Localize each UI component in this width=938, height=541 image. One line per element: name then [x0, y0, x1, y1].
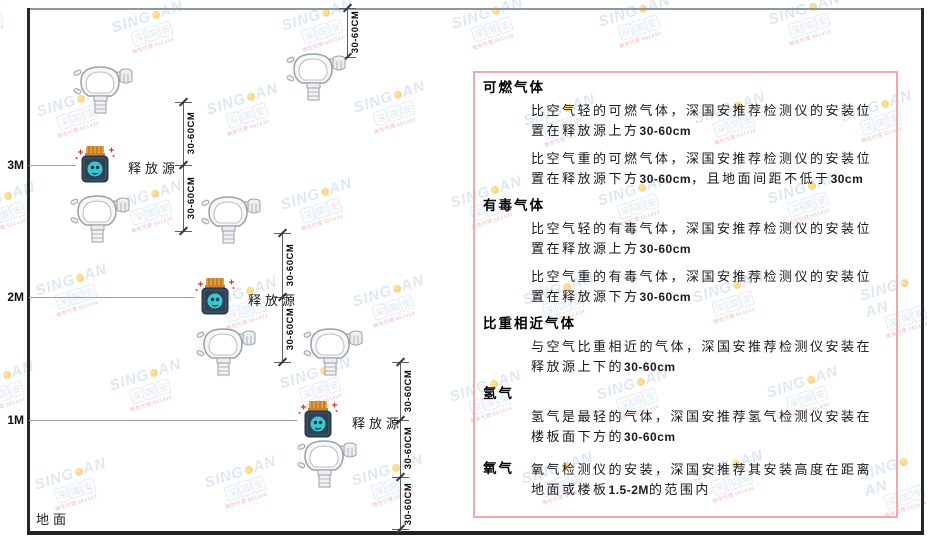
section-hydrogen: 氢气 氢气是最轻的气体，深国安推荐氢气检测仪安装在楼板面下方的30-60cm: [483, 385, 886, 447]
section-paragraph: 比空气重的有毒气体，深国安推荐检测仪的安装位置在释放源下方30-60cm: [531, 269, 873, 304]
release-source-label: 释放源: [352, 416, 404, 431]
dimension-line: [347, 8, 348, 57]
dimension-line: [183, 102, 184, 231]
release-source-label: 释放源: [248, 293, 300, 308]
section-paragraph: 比空气轻的可燃气体，深国安推荐检测仪的安装位置在释放源上方30-60cm: [531, 103, 873, 138]
section-title: 氢气: [483, 386, 514, 401]
dimension-label: 30-60CM: [285, 243, 296, 287]
level-line-3m: [29, 165, 76, 166]
level-line-1m: [29, 420, 297, 421]
section-paragraph: 氧气检测仪的安装，深国安推荐其安装高度在距离地面或楼板1.5-2M的范围内: [531, 462, 873, 497]
section-combustible-gas: 可燃气体 比空气轻的可燃气体，深国安推荐检测仪的安装位置在释放源上方30-60c…: [483, 79, 886, 189]
release-source-icon: [296, 400, 340, 440]
ceiling-line: [28, 8, 924, 10]
gas-detector-icon: [297, 436, 357, 488]
right-wall-line: [921, 8, 924, 535]
section-paragraph: 比空气轻的有毒气体，深国安推荐检测仪的安装位置在释放源上方30-60cm: [531, 221, 873, 256]
level-line-2m: [29, 297, 195, 298]
gas-detector-icon: [201, 192, 261, 244]
gas-detector-icon: [73, 62, 133, 114]
dimension-label: 30-60CM: [403, 482, 414, 526]
dimension-label: 30-60CM: [186, 176, 197, 220]
section-paragraph: 与空气比重相近的气体，深国安推荐检测仪安装在释放源上下的30-60cm: [531, 339, 873, 374]
dimension-label: 30-60CM: [403, 426, 414, 470]
info-panel: 可燃气体 比空气轻的可燃气体，深国安推荐检测仪的安装位置在释放源上方30-60c…: [473, 71, 898, 518]
ground-line: [27, 531, 924, 535]
section-title: 比重相近气体: [483, 316, 576, 331]
dimension-label: 30-60CM: [350, 10, 361, 54]
gas-detector-icon: [303, 324, 363, 376]
dimension-line: [400, 362, 401, 532]
release-source-icon: [193, 277, 237, 317]
release-source-label: 释放源: [128, 161, 180, 176]
height-label-2m: 2M: [7, 290, 24, 304]
gas-detector-icon: [70, 191, 130, 243]
gas-detector-icon: [286, 49, 346, 101]
gas-detector-icon: [196, 324, 256, 376]
left-wall-line: [27, 8, 30, 535]
section-paragraph: 比空气重的可燃气体，深国安推荐检测仪的安装位置在释放源下方30-60cm，且地面…: [531, 151, 873, 186]
ground-label: 地面: [36, 512, 71, 527]
dimension-label: 30-60CM: [403, 369, 414, 413]
section-similar-density-gas: 比重相近气体 与空气比重相近的气体，深国安推荐检测仪安装在释放源上下的30-60…: [483, 315, 886, 377]
section-oxygen: 氧气 氧气检测仪的安装，深国安推荐其安装高度在距离地面或楼板1.5-2M的范围内: [483, 455, 886, 508]
dimension-label: 30-60CM: [186, 111, 197, 155]
section-title: 氧气: [483, 461, 514, 476]
height-label-3m: 3M: [7, 158, 24, 172]
release-source-icon: [73, 145, 117, 185]
section-title: 可燃气体: [483, 80, 545, 95]
height-label-1m: 1M: [7, 413, 24, 427]
section-paragraph: 氢气是最轻的气体，深国安推荐氢气检测仪安装在楼板面下方的30-60cm: [531, 409, 873, 444]
section-title: 有毒气体: [483, 198, 545, 213]
section-toxic-gas: 有毒气体 比空气轻的有毒气体，深国安推荐检测仪的安装位置在释放源上方30-60c…: [483, 197, 886, 307]
